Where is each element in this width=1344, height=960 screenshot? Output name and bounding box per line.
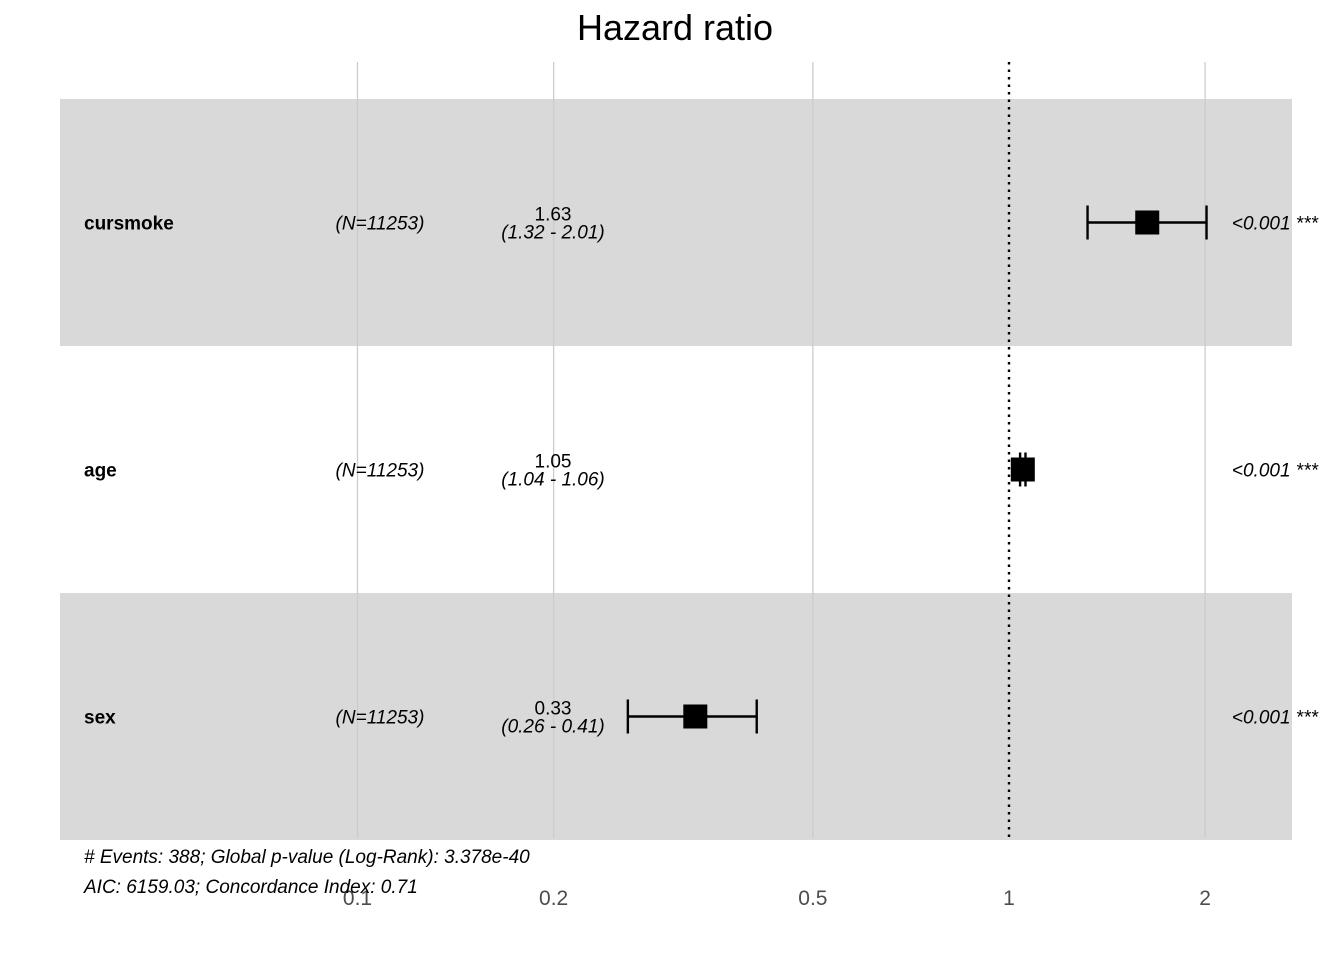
x-axis-ticks: 0.1 0.2 0.5 1 2	[343, 887, 1211, 910]
n-label: (N=11253)	[336, 461, 425, 482]
forest-rows: cursmoke (N=11253) 1.63(1.32 - 2.01) <0.001…	[84, 205, 1319, 738]
hr-value-label: 1.05	[535, 452, 572, 473]
variable-label: cursmoke	[84, 214, 174, 235]
forest-row: age (N=11253) 1.05(1.04 - 1.06) <0.001 ***	[84, 452, 1319, 491]
x-tick-label: 2	[1199, 887, 1211, 910]
n-label: (N=11253)	[336, 708, 425, 729]
x-tick-label: 0.2	[539, 887, 568, 910]
footer-line-1: # Events: 388; Global p-value (Log-Rank)…	[84, 847, 530, 868]
variable-label: age	[84, 461, 117, 482]
footer-line-2: AIC: 6159.03; Concordance Index: 0.71	[83, 877, 418, 898]
p-value-label: <0.001 ***	[1232, 461, 1319, 482]
hr-point	[1135, 210, 1160, 235]
ci-label: (1.32 - 2.01)	[501, 223, 605, 244]
row-bands	[60, 99, 1292, 840]
x-tick-label: 0.5	[798, 887, 827, 910]
p-value-label: <0.001 ***	[1232, 214, 1319, 235]
x-tick-label: 0.1	[343, 887, 372, 910]
p-value-label: <0.001 ***	[1232, 708, 1319, 729]
ci-label: (0.26 - 0.41)	[501, 717, 605, 738]
x-tick-label: 1	[1003, 887, 1015, 910]
variable-label: sex	[84, 708, 116, 729]
hr-point	[1010, 457, 1035, 482]
hr-value-label: 0.33	[535, 699, 572, 720]
grid-lines	[356, 62, 1206, 838]
chart-title: Hazard ratio	[577, 7, 773, 48]
n-label: (N=11253)	[336, 214, 425, 235]
hr-value-label: 1.63	[535, 205, 572, 226]
ci-label: (1.04 - 1.06)	[501, 470, 605, 491]
forest-row: sex (N=11253) 0.33(0.26 - 0.41) <0.001 ***	[84, 699, 1319, 738]
hr-point	[683, 704, 708, 729]
forest-row: cursmoke (N=11253) 1.63(1.32 - 2.01) <0.001…	[84, 205, 1319, 244]
